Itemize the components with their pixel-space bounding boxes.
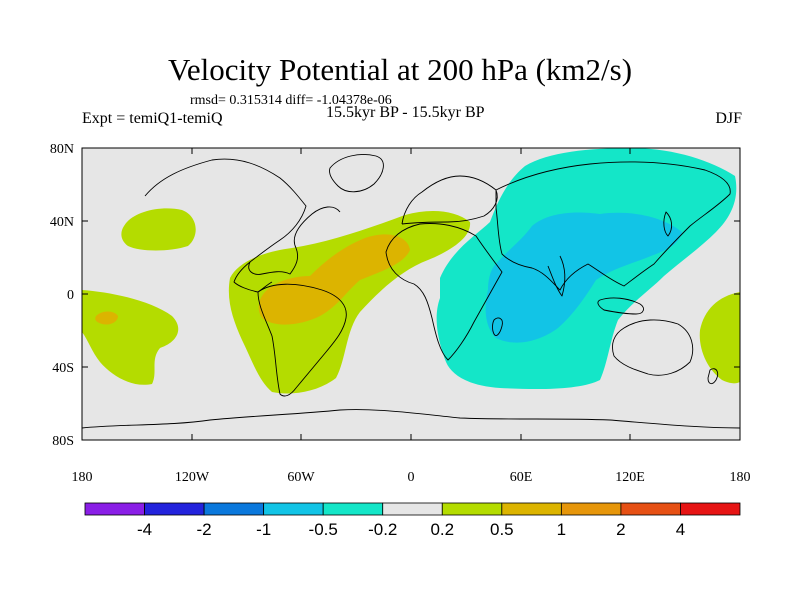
colorbar-swatch — [203, 502, 265, 516]
colorbar-swatch — [144, 502, 205, 516]
lat-label-80n: 80N — [50, 142, 74, 157]
coast-asia — [495, 161, 731, 291]
longitude-axis — [81, 148, 741, 440]
positive-region-east-pacific — [699, 292, 740, 384]
coastlines — [82, 154, 740, 429]
positive-region-americas — [228, 210, 471, 394]
experiment-label: Expt = temiQ1-temiQ — [82, 110, 223, 127]
positive-core-south-america — [258, 234, 410, 325]
negative-core-indian-ocean — [485, 212, 682, 343]
lat-label-40n: 40N — [50, 215, 74, 230]
colorbar-label: -2 — [197, 520, 212, 539]
coast-india — [547, 255, 566, 297]
colorbar-label: 1 — [557, 520, 566, 539]
lon-label-60e: 60E — [510, 470, 533, 485]
lat-label-0: 0 — [67, 288, 74, 303]
lat-label-40s: 40S — [52, 361, 74, 376]
colorbar: -4 -2 -1 -0.5 -0.2 0.2 0.5 1 2 4 — [84, 502, 741, 539]
coast-japan — [663, 211, 673, 237]
positive-region-north-pacific — [121, 208, 196, 251]
coast-north-america — [144, 158, 341, 275]
colorbar-label: 4 — [676, 520, 685, 539]
coast-greenland — [329, 154, 384, 193]
colorbar-swatch — [84, 502, 145, 516]
map-title: Velocity Potential at 200 hPa (km2/s) — [167, 52, 633, 87]
lon-label-60w: 60W — [287, 470, 315, 485]
coast-africa — [385, 223, 503, 361]
colorbar-swatch — [680, 502, 741, 516]
colorbar-swatch — [322, 502, 384, 516]
season-label: DJF — [715, 110, 742, 127]
coast-antarctica — [82, 409, 740, 429]
colorbar-label: 2 — [616, 520, 625, 539]
period-label: 15.5kyr BP - 15.5kyr BP — [326, 104, 485, 121]
coast-maritime-continent — [597, 297, 644, 315]
colorbar-label: -0.2 — [368, 520, 397, 539]
coast-south-america — [257, 283, 347, 397]
colorbar-swatch — [501, 502, 562, 516]
colorbar-swatch — [620, 502, 681, 516]
lat-label-80s: 80S — [52, 434, 74, 449]
colorbar-swatch — [263, 502, 324, 516]
lon-label-180w: 180 — [72, 470, 93, 485]
positive-core-south-pacific — [95, 311, 118, 325]
lon-label-120e: 120E — [615, 470, 645, 485]
lon-label-120w: 120W — [175, 470, 210, 485]
velocity-potential-field — [82, 148, 740, 440]
colorbar-label: -1 — [256, 520, 271, 539]
coast-new-zealand — [707, 368, 719, 385]
colorbar-label: -0.5 — [309, 520, 338, 539]
colorbar-swatch — [382, 502, 443, 516]
coast-central-america — [233, 261, 273, 293]
lon-label-0: 0 — [408, 470, 415, 485]
coast-madagascar — [492, 317, 503, 337]
colorbar-swatch — [441, 502, 503, 516]
colorbar-label: -4 — [137, 520, 152, 539]
colorbar-label: 0.2 — [430, 520, 454, 539]
latitude-axis — [82, 147, 740, 441]
colorbar-label: 0.5 — [490, 520, 514, 539]
colorbar-swatch — [560, 502, 622, 516]
coast-australia — [612, 319, 694, 376]
rmsd-diff-stats: rmsd= 0.315314 diff= -1.04378e-06 — [190, 93, 392, 108]
lon-label-180e: 180 — [730, 470, 751, 485]
